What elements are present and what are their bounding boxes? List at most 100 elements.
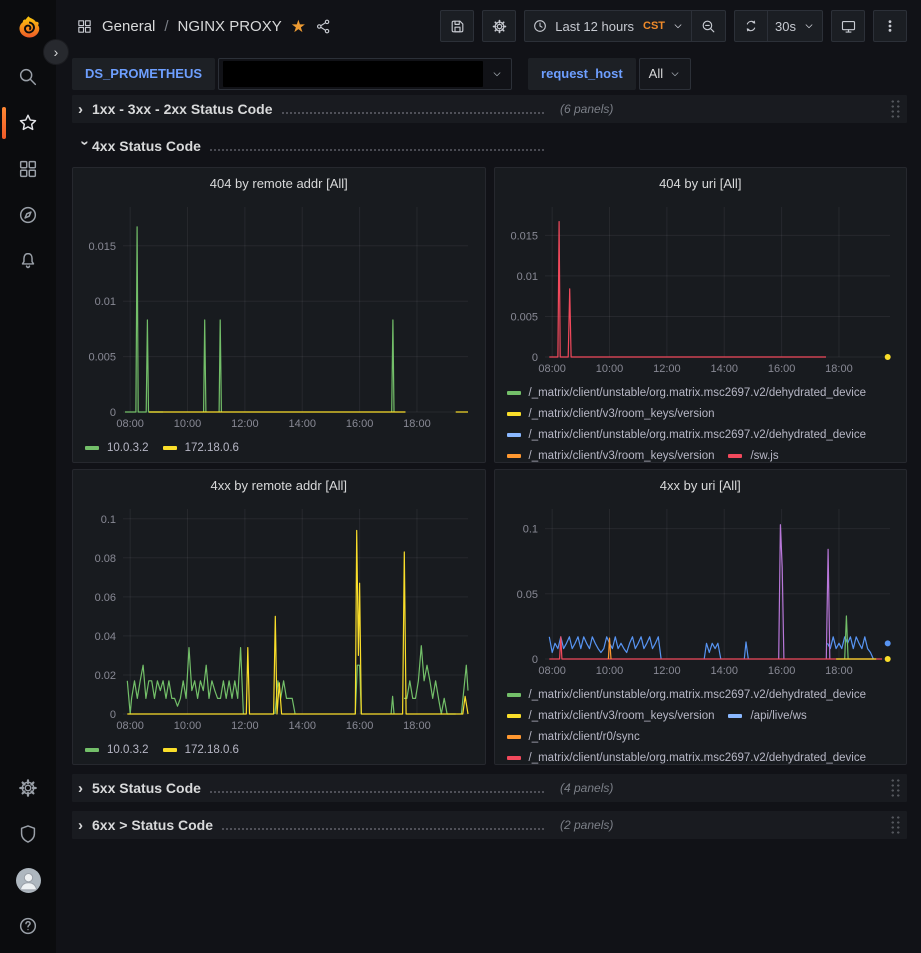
chevron-right-icon: › bbox=[78, 779, 83, 797]
svg-text:0.1: 0.1 bbox=[101, 514, 116, 526]
series-color-swatch bbox=[162, 445, 177, 450]
series-label: /_matrix/client/r0/sync bbox=[528, 730, 640, 743]
sidebar-item-search[interactable] bbox=[0, 54, 56, 100]
refresh-interval-picker[interactable]: 30s bbox=[768, 10, 823, 42]
time-series-chart: 08:00 10:00 12:00 14:00 16:00 18:00 0 0.05 0.1 bbox=[516, 509, 891, 677]
legend-item[interactable]: /_matrix/client/unstable/org.matrix.msc2… bbox=[506, 382, 866, 403]
svg-text:0.04: 0.04 bbox=[95, 631, 116, 643]
legend-item[interactable]: /_matrix/client/unstable/org.matrix.msc2… bbox=[506, 424, 867, 445]
svg-text:0.06: 0.06 bbox=[95, 592, 116, 604]
svg-text:12:00: 12:00 bbox=[231, 720, 259, 732]
legend-item[interactable]: /_matrix/client/v3/room_keys/version bbox=[506, 403, 715, 424]
sidebar-item-alerting[interactable] bbox=[0, 238, 56, 284]
svg-text:14:00: 14:00 bbox=[710, 363, 738, 375]
svg-text:0: 0 bbox=[531, 352, 537, 364]
clock-icon bbox=[534, 20, 547, 32]
share-icon[interactable] bbox=[315, 18, 332, 35]
dashboard-settings-button[interactable] bbox=[482, 10, 517, 42]
row-drag-handle-icon[interactable] bbox=[890, 815, 901, 835]
panel-title[interactable]: 4xx by remote addr [All] bbox=[210, 478, 348, 493]
kebab-menu-icon bbox=[888, 20, 892, 32]
dashboard-row-1xx-3xx-2xx[interactable]: › 1xx - 3xx - 2xx Status Code (6 panels) bbox=[72, 95, 907, 123]
series-label: /_matrix/client/unstable/org.matrix.msc2… bbox=[528, 428, 867, 441]
variable-label-ds-prometheus[interactable]: DS_PROMETHEUS bbox=[72, 57, 216, 90]
breadcrumb-dashboard-title[interactable]: NGINX PROXY bbox=[177, 17, 282, 35]
legend-item[interactable]: 172.18.0.6 bbox=[162, 739, 239, 760]
zoom-out-button[interactable] bbox=[692, 10, 727, 42]
legend-item[interactable]: /api/live/ws bbox=[728, 705, 807, 726]
search-icon bbox=[19, 68, 37, 86]
chevron-down-icon: › bbox=[76, 140, 94, 145]
legend-item[interactable]: /_matrix/client/v3/room_keys/version bbox=[506, 705, 714, 726]
favorite-star-icon[interactable]: ★ bbox=[290, 16, 306, 36]
bell-icon bbox=[21, 252, 35, 269]
panel-title[interactable]: 404 by uri [All] bbox=[659, 176, 742, 191]
breadcrumb-separator: / bbox=[164, 17, 169, 35]
sidebar-item-help[interactable] bbox=[0, 903, 56, 949]
row-title: 4xx Status Code bbox=[92, 137, 201, 154]
grafana-logo[interactable] bbox=[0, 0, 56, 54]
sidebar-item-starred[interactable] bbox=[0, 100, 56, 146]
legend-item[interactable]: /_matrix/client/unstable/org.matrix.msc2… bbox=[506, 684, 867, 705]
time-range-picker[interactable]: Last 12 hours CST bbox=[524, 10, 693, 42]
dashboard-row-6xx[interactable]: › 6xx > Status Code (2 panels) bbox=[72, 811, 907, 839]
svg-text:12:00: 12:00 bbox=[653, 363, 681, 375]
sidebar-item-dashboards[interactable] bbox=[0, 146, 56, 192]
panel-title[interactable]: 404 by remote addr [All] bbox=[209, 176, 348, 191]
svg-text:08:00: 08:00 bbox=[538, 363, 566, 375]
save-dashboard-button[interactable] bbox=[440, 10, 475, 42]
sidebar-item-settings[interactable] bbox=[0, 765, 56, 811]
time-series-chart: 08:00 10:00 12:00 14:00 16:00 18:00 0 0.02 0.04 0… bbox=[95, 509, 469, 732]
legend-item[interactable]: /sw.js bbox=[728, 445, 779, 462]
svg-text:0.05: 0.05 bbox=[516, 589, 537, 601]
legend-item[interactable]: /_matrix/client/unstable/org.matrix.msc2… bbox=[506, 747, 866, 764]
refresh-button[interactable] bbox=[734, 10, 769, 42]
variable-label-request-host[interactable]: request_host bbox=[528, 57, 636, 90]
row-drag-handle-icon[interactable] bbox=[890, 778, 901, 798]
variable-value-request-host[interactable]: All bbox=[638, 57, 692, 90]
row-drag-handle-icon[interactable] bbox=[890, 99, 901, 119]
refresh-icon bbox=[746, 20, 756, 32]
more-options-button[interactable] bbox=[873, 10, 907, 42]
svg-text:16:00: 16:00 bbox=[767, 665, 795, 677]
svg-text:18:00: 18:00 bbox=[825, 363, 853, 375]
legend-item[interactable]: 172.18.0.6 bbox=[162, 437, 239, 458]
grafana-flame-icon bbox=[18, 15, 39, 37]
chevron-right-icon: › bbox=[78, 100, 83, 118]
sidebar-item-server-admin[interactable] bbox=[0, 811, 56, 857]
legend-item[interactable]: 10.0.3.2 bbox=[85, 739, 149, 760]
sidebar-expand-button[interactable]: › bbox=[43, 39, 69, 65]
dashboard-row-4xx[interactable]: › 4xx Status Code bbox=[72, 134, 907, 158]
legend-item[interactable]: /_matrix/client/v3/room_keys/version bbox=[506, 445, 715, 462]
sidebar-item-profile[interactable] bbox=[0, 857, 56, 903]
series-color-swatch bbox=[506, 692, 521, 697]
variable-selected-value: All bbox=[648, 66, 664, 81]
svg-text:18:00: 18:00 bbox=[403, 418, 431, 430]
series-label: /_matrix/client/v3/room_keys/version bbox=[528, 407, 715, 420]
panel-title[interactable]: 4xx by uri [All] bbox=[659, 478, 741, 493]
series-label: /sw.js bbox=[750, 449, 779, 462]
series-label: /_matrix/client/unstable/org.matrix.msc2… bbox=[528, 688, 867, 701]
person-icon bbox=[19, 872, 37, 890]
panel-legend: /_matrix/client/unstable/org.matrix.msc2… bbox=[503, 379, 899, 462]
series-color-swatch bbox=[506, 713, 521, 718]
svg-text:0.005: 0.005 bbox=[88, 352, 116, 364]
variable-value-ds-prometheus[interactable] bbox=[218, 57, 513, 90]
svg-text:0: 0 bbox=[531, 654, 537, 666]
legend-item[interactable]: 10.0.3.2 bbox=[85, 437, 149, 458]
series-label: /_matrix/client/v3/room_keys/version bbox=[528, 449, 715, 462]
row-panel-count: (2 panels) bbox=[560, 818, 614, 832]
svg-text:0.015: 0.015 bbox=[510, 230, 538, 242]
sidebar-item-explore[interactable] bbox=[0, 192, 56, 238]
dashboard-row-5xx[interactable]: › 5xx Status Code (4 panels) bbox=[72, 774, 907, 802]
svg-text:0.01: 0.01 bbox=[95, 296, 116, 308]
series-label: /api/live/ws bbox=[750, 709, 807, 722]
breadcrumb-folder[interactable]: General bbox=[102, 17, 156, 35]
redacted-value bbox=[223, 60, 484, 87]
legend-item[interactable]: /_matrix/client/r0/sync bbox=[506, 726, 640, 747]
cycle-view-mode-button[interactable] bbox=[831, 10, 865, 42]
svg-text:0.005: 0.005 bbox=[510, 311, 538, 323]
zoom-out-icon bbox=[702, 20, 715, 32]
series-label: 172.18.0.6 bbox=[184, 743, 239, 756]
svg-text:18:00: 18:00 bbox=[403, 720, 431, 732]
